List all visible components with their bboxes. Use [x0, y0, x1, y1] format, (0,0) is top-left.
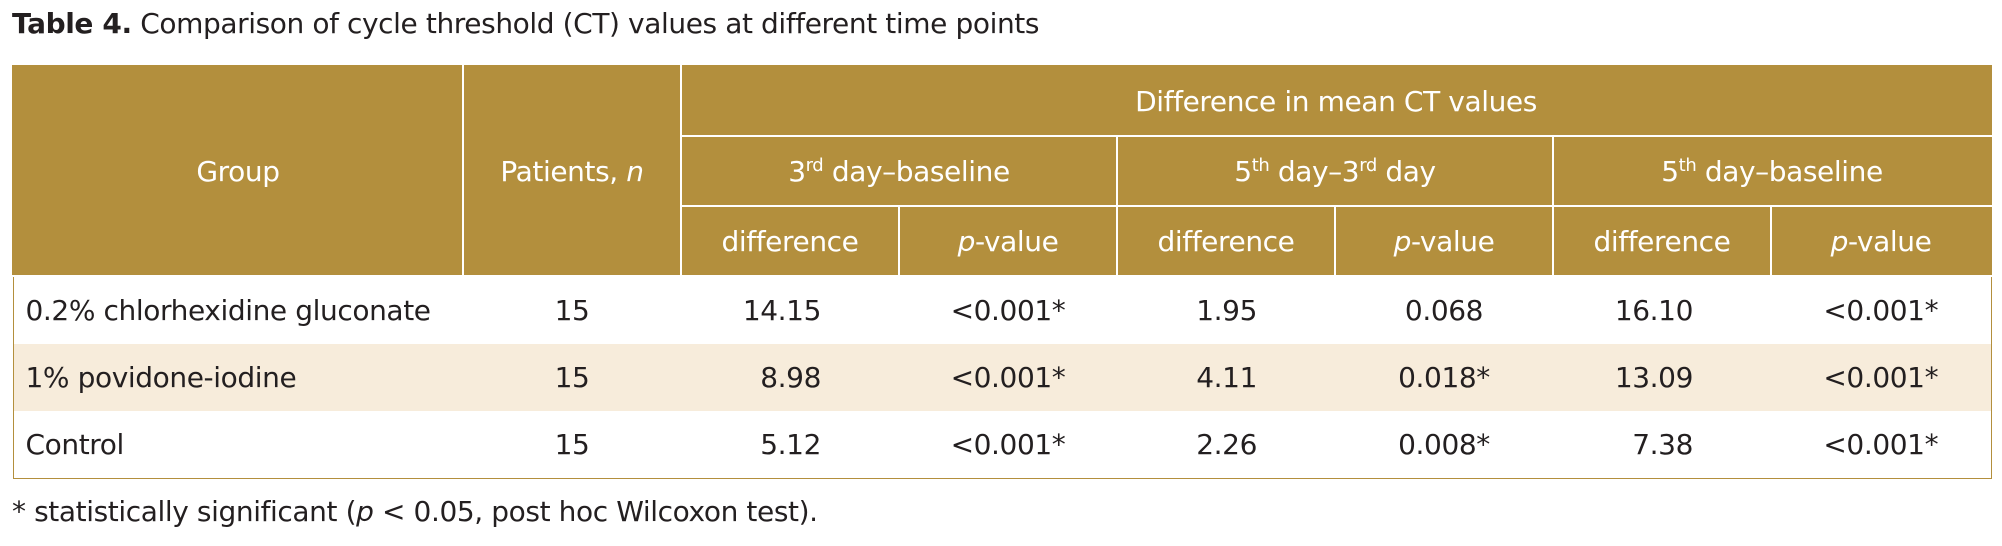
period-2-sup: th: [1251, 154, 1270, 176]
period-1-text: day–baseline: [823, 154, 1010, 188]
period-1-num: 3: [788, 154, 806, 188]
cell-p-value: <0.001*: [950, 294, 1066, 327]
cell-group: Control: [25, 428, 125, 461]
period-2-sup2: rd: [1359, 154, 1377, 176]
period-2-num: 5: [1234, 154, 1252, 188]
cell-patients: 15: [554, 428, 590, 461]
cell-patients: 15: [463, 344, 681, 411]
cell-p-value: <0.001*: [1771, 344, 1992, 411]
cell-p-value: 0.068: [1404, 294, 1484, 327]
table-footnote: * statistically significant (p < 0.05, p…: [12, 492, 818, 532]
subheader-p-value: p-value: [1769, 205, 1993, 277]
cell-difference: 2.26: [1196, 428, 1257, 461]
table-caption: Table 4. Comparison of cycle threshold (…: [12, 4, 1039, 44]
header-period-3: 5th day–baseline: [1551, 135, 1993, 207]
p-italic: p: [1830, 224, 1849, 258]
footnote-text: * statistically significant (: [12, 495, 357, 528]
header-patients-text: Patients,: [500, 154, 627, 188]
p-rest: -value: [1847, 224, 1932, 258]
header-period-1: 3rd day–baseline: [680, 135, 1118, 207]
subheader-p-value: p-value: [1334, 205, 1554, 277]
period-3-num: 5: [1661, 154, 1679, 188]
cell-p-value: <0.001*: [950, 428, 1066, 461]
period-2-post: day: [1376, 154, 1436, 188]
table-title: Comparison of cycle threshold (CT) value…: [131, 7, 1040, 40]
header-patients-n: n: [626, 154, 644, 188]
period-1-sup: rd: [805, 154, 824, 176]
period-2-text: day–3: [1269, 154, 1360, 188]
subheader-difference: difference: [680, 205, 900, 277]
cell-difference: 4.11: [1117, 344, 1335, 411]
cell-difference: 7.38: [1632, 428, 1693, 461]
table-row: Control 15 5.12 <0.001* 2.26 0.008* 7.38…: [13, 411, 1991, 479]
cell-group: 0.2% chlorhexidine gluconate: [25, 294, 432, 327]
cell-p-value: <0.001*: [1823, 428, 1939, 461]
header-patients: Patients, n: [462, 65, 682, 277]
p-rest: -value: [974, 224, 1059, 258]
cell-difference: 14.15: [742, 294, 822, 327]
period-3-sup: th: [1678, 154, 1697, 176]
cell-difference: 16.10: [1614, 294, 1694, 327]
header-group: Group: [12, 65, 464, 277]
p-rest: -value: [1410, 224, 1495, 258]
cell-patients: 15: [554, 294, 590, 327]
cell-p-value: 0.008*: [1398, 428, 1490, 461]
subheader-difference: difference: [1552, 205, 1772, 277]
cell-p-value: 0.018*: [1335, 344, 1553, 411]
table-label: Table 4.: [12, 7, 132, 40]
p-italic: p: [957, 224, 976, 258]
cell-difference: 13.09: [1553, 344, 1771, 411]
p-italic: p: [1393, 224, 1412, 258]
footnote-p: p: [356, 495, 374, 528]
period-3-text: day–baseline: [1696, 154, 1883, 188]
header-period-2: 5th day–3rd day: [1116, 135, 1554, 207]
cell-group: 1% povidone-iodine: [13, 344, 463, 411]
subheader-p-value: p-value: [898, 205, 1118, 277]
cell-difference: 1.95: [1196, 294, 1257, 327]
table-row: 0.2% chlorhexidine gluconate 15 14.15 <0…: [13, 276, 1991, 344]
table-row: 1% povidone-iodine 15 8.98 <0.001* 4.11 …: [13, 344, 1992, 411]
cell-p-value: <0.001*: [1823, 294, 1939, 327]
cell-p-value: <0.001*: [899, 344, 1117, 411]
header-difference-title: Difference in mean CT values: [679, 65, 1993, 137]
cell-difference: 8.98: [681, 344, 899, 411]
cell-difference: 5.12: [760, 428, 821, 461]
ct-values-table: Group Patients, n Difference in mean CT …: [12, 65, 1993, 479]
subheader-difference: difference: [1116, 205, 1336, 277]
footnote-text-end: < 0.05, post hoc Wilcoxon test).: [373, 495, 818, 528]
